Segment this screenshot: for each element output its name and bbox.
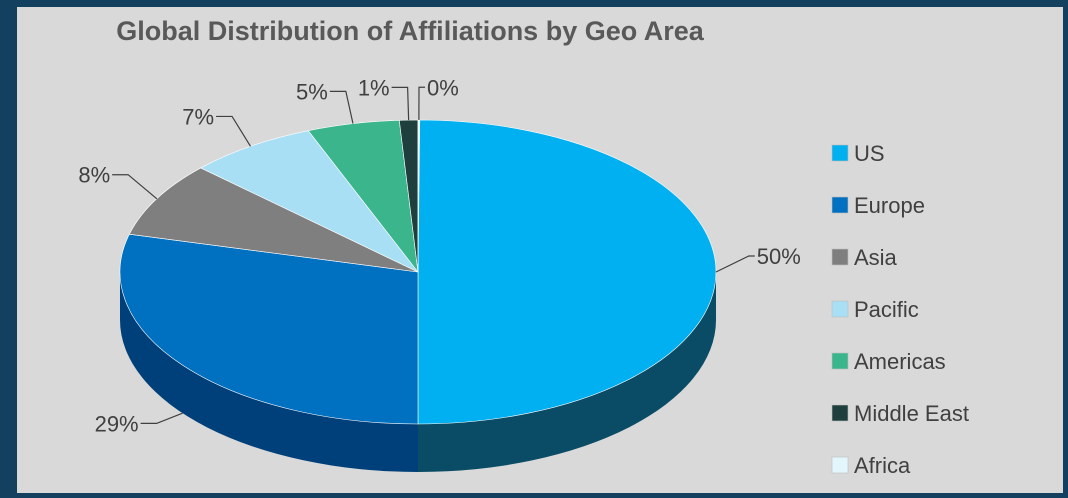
data-label-asia: 8% [78, 163, 110, 188]
data-label-africa: 0% [427, 75, 459, 100]
legend-label-pacific: Pacific [854, 297, 919, 322]
data-labels: 50% 29% 8% 7% 5% 1% 0% [78, 75, 800, 436]
slice-side-europe [120, 272, 418, 472]
chart-frame: Global Distribution of Affiliations by G… [17, 7, 1063, 493]
pie-group [119, 119, 717, 472]
legend-label-africa: Africa [854, 453, 911, 478]
data-label-europe: 29% [95, 411, 139, 436]
data-label-middle-east: 1% [358, 75, 390, 100]
leader-line-pacific [216, 115, 252, 147]
leader-line-europe [140, 412, 183, 425]
slice-europe [119, 233, 419, 425]
leader-line-asia [112, 174, 158, 200]
data-label-pacific: 7% [182, 104, 214, 129]
chart-title: Global Distribution of Affiliations by G… [116, 16, 705, 46]
data-label-americas: 5% [296, 79, 328, 104]
legend: US Europe Asia Pacific Americas Middle East Af… [831, 141, 969, 478]
legend-swatch-pacific [831, 300, 849, 318]
leader-line-middle-east [391, 86, 410, 121]
legend-swatch-europe [831, 196, 849, 214]
legend-swatch-americas [831, 352, 849, 370]
legend-label-us: US [854, 141, 885, 166]
legend-swatch-us [831, 144, 849, 162]
slice-africa [417, 119, 421, 273]
legend-swatch-middle-east [831, 404, 849, 422]
legend-label-europe: Europe [854, 193, 925, 218]
leader-line-americas [329, 90, 354, 124]
pie-chart: Global Distribution of Affiliations by G… [78, 16, 969, 478]
data-label-us: 50% [757, 244, 801, 269]
legend-label-americas: Americas [854, 349, 946, 374]
slice-side-us [418, 272, 716, 472]
legend-swatch-africa [831, 456, 849, 474]
legend-label-asia: Asia [854, 245, 898, 270]
slice-asia [128, 167, 419, 273]
leader-line-africa [418, 86, 425, 121]
legend-label-middle-east: Middle East [854, 401, 969, 426]
leader-line-us [715, 255, 755, 273]
legend-swatch-asia [831, 248, 849, 266]
